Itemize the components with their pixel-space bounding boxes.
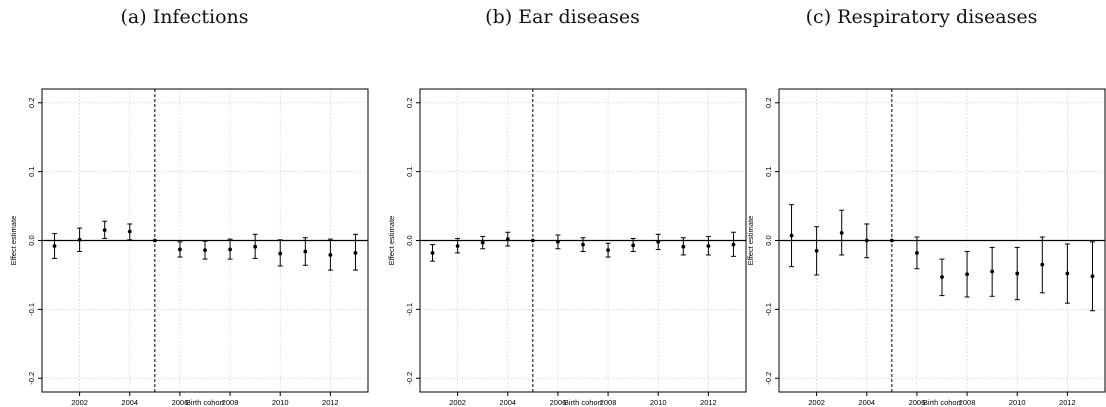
x-tick-label: 2006 xyxy=(909,398,926,407)
data-point xyxy=(505,237,510,242)
y-tick-label: 0.2 xyxy=(764,98,773,108)
chart-title: (a) Infections xyxy=(120,6,249,28)
data-point xyxy=(530,238,535,243)
x-tick-label: 2002 xyxy=(808,398,825,407)
y-tick-label: -0.1 xyxy=(405,303,414,316)
data-point xyxy=(1040,262,1045,267)
data-point xyxy=(940,275,944,279)
x-axis-label: Birth cohort xyxy=(923,398,962,407)
y-axis-label: Effect estimate xyxy=(387,216,396,265)
data-point xyxy=(278,251,283,256)
y-tick-label: 0.1 xyxy=(27,166,36,176)
x-tick-label: 2002 xyxy=(71,398,88,407)
data-point xyxy=(556,239,560,244)
chart-title: (c) Respiratory diseases xyxy=(805,6,1038,28)
data-point xyxy=(328,253,333,257)
x-tick-label: 2006 xyxy=(550,398,567,407)
data-point xyxy=(915,250,919,255)
x-tick-label: 2008 xyxy=(222,398,239,407)
data-point xyxy=(77,237,82,242)
y-tick-label: 0.0 xyxy=(764,235,773,245)
x-tick-label: 2010 xyxy=(1009,398,1026,407)
data-point xyxy=(102,228,107,233)
x-tick-label: 2008 xyxy=(959,398,976,407)
y-tick-label: 0.0 xyxy=(405,235,414,245)
panel-ear-diseases: (b) Ear diseases 2002 2004 2006 2008 2010 201… xyxy=(378,0,747,407)
data-point xyxy=(480,240,485,245)
data-point xyxy=(789,233,794,238)
x-tick-label: 2004 xyxy=(858,398,875,407)
y-tick-label: -0.1 xyxy=(764,303,773,316)
chart-respiratory-diseases: 2002 2004 2006 2008 2010 2012 0.2 0.1 0.0 -0.1 -0.… xyxy=(746,88,1106,407)
data-point xyxy=(303,249,308,254)
x-tick-label: 2012 xyxy=(322,398,339,407)
y-tick-label: -0.2 xyxy=(764,372,773,385)
data-point xyxy=(656,239,661,244)
data-point xyxy=(1015,271,1020,276)
x-tick-label: 2004 xyxy=(121,398,138,407)
y-axis-label: Effect estimate xyxy=(746,216,755,265)
data-point xyxy=(990,269,995,274)
data-point xyxy=(253,244,258,249)
data-point xyxy=(681,244,686,249)
data-point xyxy=(228,247,232,252)
y-tick-label: 0.2 xyxy=(27,98,36,108)
data-point xyxy=(889,238,894,243)
x-axis-label: Birth cohort xyxy=(186,398,225,407)
x-axis-label: Birth cohort xyxy=(564,398,603,407)
panel-respiratory-diseases: (c) Respiratory diseases 2002 2004 2006 200… xyxy=(737,0,1106,407)
data-point xyxy=(353,250,358,255)
data-point xyxy=(203,248,207,253)
data-point xyxy=(814,248,819,253)
data-point xyxy=(606,248,610,253)
chart-infections: 2002 2004 2006 2008 2010 2012 0.2 0.1 0.0 -0.1 -0.… xyxy=(9,88,369,407)
chart-title: (b) Ear diseases xyxy=(485,6,640,28)
x-tick-label: 2004 xyxy=(499,398,516,407)
data-point xyxy=(52,244,57,248)
y-axis-label: Effect estimate xyxy=(9,216,18,265)
x-tick-label: 2010 xyxy=(650,398,667,407)
data-point xyxy=(839,231,844,235)
panel-infections: (a) Infections 2002 2004 2006 2008 2010 2012 0… xyxy=(0,0,369,407)
x-tick-label: 2006 xyxy=(172,398,189,407)
y-tick-label: 0.1 xyxy=(764,166,773,176)
data-point xyxy=(731,242,736,247)
x-tick-label: 2010 xyxy=(272,398,289,407)
y-tick-label: 0.0 xyxy=(27,235,36,245)
data-point xyxy=(178,247,182,252)
data-point xyxy=(127,229,132,234)
data-point xyxy=(152,238,157,243)
y-tick-label: 0.2 xyxy=(405,98,414,108)
y-tick-label: 0.1 xyxy=(405,166,414,176)
data-point xyxy=(1065,271,1070,276)
data-point xyxy=(965,272,969,277)
data-point xyxy=(631,243,636,248)
x-tick-label: 2012 xyxy=(700,398,717,407)
x-tick-label: 2008 xyxy=(600,398,617,407)
data-point xyxy=(864,238,869,243)
y-tick-label: -0.2 xyxy=(405,372,414,385)
data-point xyxy=(455,244,460,248)
data-point xyxy=(1090,274,1095,279)
data-point xyxy=(430,250,435,255)
data-point xyxy=(581,242,585,247)
y-tick-label: -0.2 xyxy=(27,372,36,385)
x-tick-label: 2012 xyxy=(1059,398,1076,407)
data-point xyxy=(706,244,711,248)
chart-ear-diseases: 2002 2004 2006 2008 2010 2012 0.2 0.1 0.0 -0.1 -0.… xyxy=(387,88,747,407)
y-tick-label: -0.1 xyxy=(27,303,36,316)
x-tick-label: 2002 xyxy=(449,398,466,407)
